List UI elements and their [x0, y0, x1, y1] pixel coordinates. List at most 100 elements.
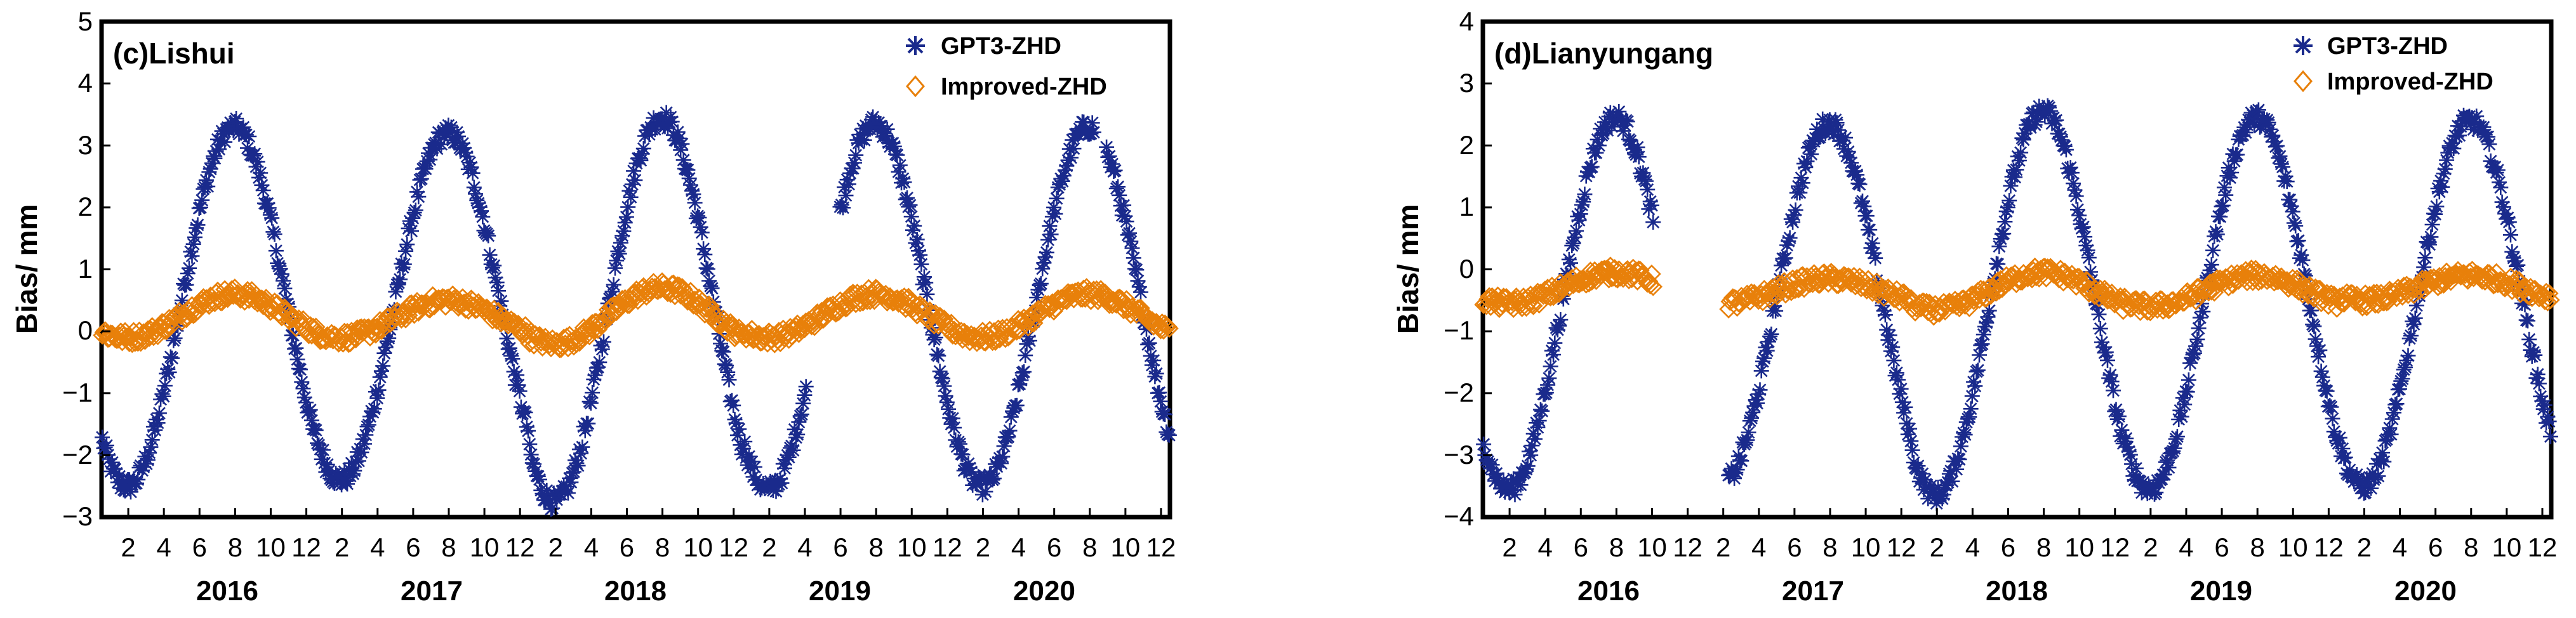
gpt3-zhd-point: [623, 189, 639, 205]
gpt3-zhd-point: [2531, 376, 2547, 391]
x-tick-label: 6: [1787, 532, 1802, 562]
gpt3-zhd-point: [288, 340, 304, 356]
improved-zhd-point: [701, 296, 720, 316]
gpt3-zhd-point: [509, 367, 525, 383]
gpt3-zhd-point: [308, 423, 324, 438]
gpt3-zhd-point: [1099, 139, 1115, 155]
gpt3-zhd-point: [1569, 223, 1584, 239]
gpt3-zhd-point: [978, 483, 993, 499]
year-label: 2020: [1013, 575, 1075, 607]
gpt3-zhd-point: [2319, 383, 2335, 399]
improved-zhd-point: [631, 284, 651, 303]
x-tick-label: 4: [2179, 532, 2193, 562]
gpt3-zhd-point: [1752, 382, 1768, 398]
y-tick-label: −1: [1444, 315, 1474, 345]
gpt3-zhd-point: [2295, 253, 2311, 268]
y-axis-ticks: −4 −3 −2 −1 0 1 2 3 4: [1444, 6, 1474, 531]
gpt3-zhd-point: [293, 362, 308, 378]
improved-zhd-point: [957, 324, 977, 344]
gpt3-zhd-point: [2429, 199, 2445, 214]
gpt3-zhd-point: [2423, 229, 2439, 245]
gpt3-zhd-point: [241, 129, 257, 144]
gpt3-zhd-point: [521, 423, 536, 439]
x-year-labels: 2016 2017 2018 2019 2020: [196, 575, 1075, 607]
x-tick-label: 4: [1537, 532, 1552, 562]
gpt3-zhd-point: [302, 402, 318, 418]
gpt3-zhd-point: [1893, 381, 1909, 397]
year-label: 2018: [1986, 575, 2048, 607]
gpt3-zhd-point: [747, 459, 762, 475]
y-tick-label: −1: [62, 378, 93, 407]
gpt3-zhd-point: [2179, 384, 2195, 400]
x-tick-label: 12: [1146, 532, 1176, 562]
x-tick-label: 8: [1082, 532, 1097, 562]
gpt3-zhd-point: [253, 165, 269, 181]
x-tick-label: 4: [2393, 532, 2407, 562]
gpt3-zhd-point: [187, 229, 202, 245]
gpt3-zhd-point: [2493, 180, 2509, 195]
x-tick-label: 2: [121, 532, 135, 562]
gpt3-zhd-point: [1524, 438, 1540, 454]
gpt3-zhd-point: [545, 500, 561, 516]
gpt3-zhd-point: [2269, 138, 2285, 154]
year-label: 2016: [196, 575, 258, 607]
gpt3-zhd-point: [1022, 333, 1037, 348]
gpt3-zhd-point: [1795, 175, 1810, 191]
gpt3-zhd-point: [2534, 393, 2550, 409]
gpt3-zhd-point: [592, 354, 607, 370]
x-tick-label: 8: [2250, 532, 2264, 562]
x-tick-label: 12: [2528, 532, 2558, 562]
x-tick-label: 4: [1751, 532, 1766, 562]
gpt3-zhd-point: [486, 258, 502, 273]
improved-zhd-point: [208, 281, 227, 301]
gpt3-zhd-point: [1018, 348, 1033, 364]
gpt3-zhd-point: [1877, 307, 1893, 323]
gpt3-zhd-point: [2417, 250, 2433, 266]
gpt3-zhd-point: [777, 461, 792, 476]
gpt3-zhd-point: [1047, 206, 1063, 222]
x-tick-label: 2: [548, 532, 563, 562]
gpt3-zhd-point: [1885, 339, 1901, 355]
gpt3-zhd-point: [285, 327, 301, 343]
year-label: 2017: [1782, 575, 1844, 607]
gpt3-zhd-point: [1546, 347, 1562, 362]
gpt3-zhd-point: [848, 147, 864, 163]
improved-zhd-point: [352, 318, 371, 338]
gpt3-zhd-point: [1970, 362, 1986, 378]
gpt3-zhd-point: [2229, 147, 2245, 162]
gpt3-zhd-point: [2100, 352, 2115, 368]
gpt3-zhd-point: [793, 407, 809, 423]
gpt3-zhd-point: [2208, 224, 2224, 240]
gpt3-zhd-point: [2174, 409, 2189, 424]
gpt3-zhd-point: [785, 442, 801, 458]
gpt3-zhd-point: [986, 471, 1002, 487]
gpt3-zhd-point: [728, 415, 744, 431]
improved-zhd-point: [729, 319, 749, 338]
x-tick-label: 8: [1609, 532, 1624, 562]
improved-zhd-point: [859, 279, 879, 298]
x-year-labels: 2016 2017 2018 2019 2020: [1577, 575, 2457, 607]
gpt3-zhd-point: [2285, 204, 2300, 220]
gpt3-zhd-point: [2541, 414, 2557, 430]
gpt3-zhd-point: [889, 147, 905, 163]
gpt3-zhd-point: [1002, 423, 1018, 438]
data-marks: [1474, 98, 2560, 511]
x-axis-ticks: 2 4 6 8 10 12 2 4 6 8 10 12 2 4 6 8 10 12 2 4 6 8 10 12 2 4 6 8 10 12: [102, 20, 1176, 562]
gpt3-zhd-point: [2403, 328, 2419, 344]
gpt3-zhd-point: [2503, 227, 2518, 243]
gpt3-zhd-point: [255, 183, 271, 198]
improved-zhd-point: [1160, 319, 1179, 338]
gpt3-zhd-point: [715, 344, 731, 360]
gpt3-zhd-point: [774, 475, 790, 491]
x-tick-label: 2: [1502, 532, 1517, 562]
x-tick-label: 10: [470, 532, 500, 562]
gpt3-zhd-point: [411, 189, 427, 205]
gpt3-zhd-point: [838, 188, 854, 204]
gpt3-zhd-point: [1543, 358, 1558, 374]
gpt3-zhd-point: [1886, 353, 1902, 369]
gpt3-zhd-point: [2209, 227, 2225, 242]
legend-marker-gpt3: [906, 36, 925, 55]
gpt3-zhd-point: [570, 457, 586, 473]
legend-marker-improved: [906, 75, 925, 98]
gpt3-zhd-point: [1527, 431, 1543, 447]
